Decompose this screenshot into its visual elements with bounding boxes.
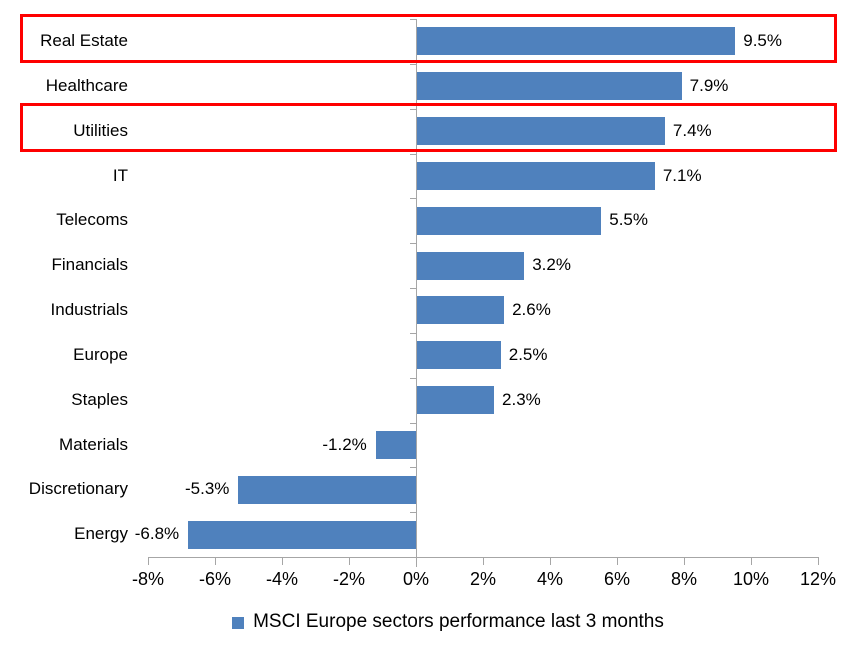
category-label: Industrials xyxy=(50,300,128,319)
bar xyxy=(188,520,416,549)
value-label: -1.2% xyxy=(322,434,367,454)
x-tick-mark xyxy=(215,557,216,565)
category-label: Discretionary xyxy=(28,479,128,499)
category-label: Real Estate xyxy=(40,31,128,50)
category-label: Materials xyxy=(59,434,128,454)
value-label: -6.8% xyxy=(134,524,180,544)
category-label: Healthcare xyxy=(45,75,128,95)
bar xyxy=(417,341,501,370)
category-label: Financials xyxy=(51,255,128,275)
category-label: Utilities xyxy=(73,120,128,140)
category-tick-mark xyxy=(410,243,416,245)
bar xyxy=(417,296,505,325)
x-tick-mark xyxy=(148,557,149,565)
x-tick-mark xyxy=(416,557,417,565)
category-label: Europe xyxy=(73,344,128,364)
x-tick-label: 8% xyxy=(670,569,697,589)
legend-series-label: MSCI Europe sectors performance last 3 m… xyxy=(253,611,664,632)
x-tick-label: 10% xyxy=(732,569,770,589)
x-tick-mark xyxy=(617,557,618,565)
category-label: Energy xyxy=(74,524,128,544)
highlight-box xyxy=(20,103,837,153)
value-label: 9.5% xyxy=(743,31,782,50)
bar xyxy=(417,161,655,190)
bar xyxy=(417,386,495,415)
value-label: 2.6% xyxy=(512,300,551,319)
category-tick-mark xyxy=(410,377,416,379)
legend: MSCI Europe sectors performance last 3 m… xyxy=(22,611,852,633)
category-tick-mark xyxy=(410,63,416,65)
x-tick-label: -4% xyxy=(265,569,298,589)
category-tick-mark xyxy=(410,19,416,20)
legend-series-swatch-icon xyxy=(232,616,245,629)
x-tick-label: 0% xyxy=(402,569,429,589)
x-tick-label: -8% xyxy=(131,569,164,589)
x-tick-mark xyxy=(550,557,551,565)
category-tick-mark xyxy=(410,198,416,200)
value-label: -5.3% xyxy=(185,479,230,499)
value-label: 5.5% xyxy=(609,210,648,230)
category-tick-mark xyxy=(410,332,416,334)
highlight-box xyxy=(20,13,837,63)
x-tick-mark xyxy=(751,557,752,565)
x-tick-label: 12% xyxy=(799,569,837,589)
bar xyxy=(375,430,416,459)
x-tick-mark xyxy=(818,557,819,565)
value-label: 3.2% xyxy=(532,255,571,275)
x-tick-label: 6% xyxy=(603,569,630,589)
bar xyxy=(417,117,665,146)
category-tick-mark xyxy=(410,467,416,469)
bar xyxy=(417,251,525,280)
bar xyxy=(417,72,682,101)
x-tick-label: -2% xyxy=(332,569,365,589)
x-tick-mark xyxy=(282,557,283,565)
x-tick-mark xyxy=(483,557,484,565)
bar xyxy=(417,27,736,56)
category-label: IT xyxy=(112,165,128,185)
value-label: 2.3% xyxy=(502,389,541,409)
value-label: 7.1% xyxy=(662,165,702,185)
x-tick-mark xyxy=(684,557,685,565)
category-label: Staples xyxy=(71,389,128,409)
category-tick-mark xyxy=(410,422,416,424)
category-tick-mark xyxy=(410,288,416,289)
category-tick-mark xyxy=(410,512,416,514)
x-tick-label: 2% xyxy=(469,569,496,589)
x-tick-mark xyxy=(349,557,350,565)
category-tick-mark xyxy=(410,153,416,155)
x-tick-label: 4% xyxy=(536,569,563,589)
category-tick-mark xyxy=(410,557,416,558)
value-label: 7.9% xyxy=(689,75,729,95)
value-label: 7.4% xyxy=(672,120,712,140)
category-label: Telecoms xyxy=(56,210,128,230)
value-label: 2.5% xyxy=(508,344,548,364)
y-axis-line xyxy=(416,19,417,567)
x-tick-label: -6% xyxy=(198,569,231,589)
bar xyxy=(238,475,416,504)
category-tick-mark xyxy=(410,108,416,110)
bar xyxy=(417,206,602,235)
